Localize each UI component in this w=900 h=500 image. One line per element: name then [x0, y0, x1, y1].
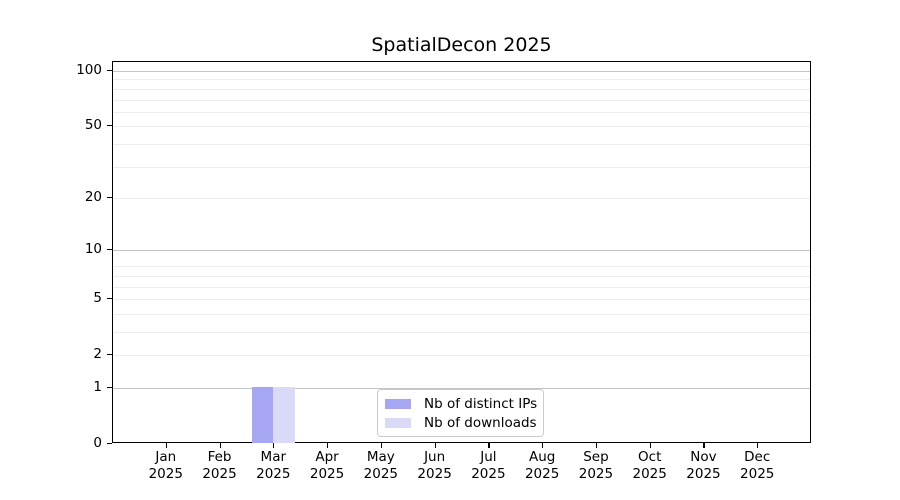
- y-tick-mark: [107, 70, 112, 72]
- y-tick-mark: [107, 443, 112, 445]
- x-tick-mark: [595, 443, 598, 448]
- plot-area: [112, 61, 811, 443]
- x-tick-year: 2025: [363, 465, 399, 482]
- x-tick-year: 2025: [524, 465, 560, 482]
- minor-gridline: [113, 111, 810, 113]
- x-tick-label: Nov 2025: [671, 449, 735, 482]
- x-tick-month: Jun: [424, 449, 446, 465]
- y-tick-mark: [107, 249, 112, 251]
- major-gridline: [113, 71, 810, 73]
- x-tick-label: Mar 2025: [241, 449, 305, 482]
- minor-gridline: [113, 275, 810, 277]
- x-tick-label: Jun 2025: [403, 449, 467, 482]
- y-tick-label: 100: [76, 62, 102, 79]
- x-tick-year: 2025: [471, 465, 506, 482]
- minor-gridline: [113, 88, 810, 90]
- x-tick-month: Aug: [528, 449, 556, 465]
- x-tick-month: Oct: [638, 449, 662, 465]
- minor-gridline: [113, 331, 810, 333]
- y-tick-label: 10: [84, 241, 102, 258]
- x-tick-label: May 2025: [349, 449, 413, 482]
- x-tick-month: Nov: [690, 449, 717, 465]
- minor-gridline: [113, 166, 810, 168]
- minor-gridline: [113, 355, 810, 357]
- x-tick-month: Mar: [260, 449, 287, 465]
- x-tick-mark: [327, 443, 329, 448]
- x-tick-mark: [757, 443, 759, 448]
- minor-gridline: [113, 313, 810, 315]
- x-tick-mark: [703, 443, 705, 448]
- major-gridline: [113, 387, 810, 389]
- minor-gridline: [113, 266, 810, 268]
- x-tick-year: 2025: [686, 465, 721, 482]
- minor-gridline: [113, 299, 810, 301]
- x-tick-year: 2025: [148, 465, 183, 482]
- x-tick-year: 2025: [417, 465, 452, 482]
- x-tick-label: Jul 2025: [456, 449, 520, 482]
- x-tick-label: Aug 2025: [510, 449, 574, 482]
- y-tick-mark: [107, 298, 112, 300]
- x-tick-year: 2025: [202, 465, 237, 482]
- x-tick-mark: [273, 443, 275, 448]
- x-tick-month: May: [366, 449, 395, 465]
- bar-downloads: [273, 386, 295, 443]
- legend: Nb of distinct IPs Nb of downloads: [377, 389, 544, 437]
- x-tick-year: 2025: [578, 465, 614, 482]
- minor-gridline: [113, 79, 810, 81]
- x-tick-mark: [219, 443, 221, 448]
- y-tick-mark: [107, 196, 112, 199]
- major-gridline: [113, 250, 810, 252]
- x-tick-year: 2025: [309, 465, 345, 482]
- y-tick-label: 20: [84, 188, 102, 205]
- legend-label: Nb of downloads: [424, 415, 537, 431]
- x-tick-mark: [434, 443, 436, 448]
- minor-gridline: [113, 99, 810, 101]
- legend-swatch-downloads: [385, 418, 411, 428]
- x-tick-month: Jan: [155, 449, 177, 465]
- y-tick-label: 0: [93, 435, 102, 451]
- bar-distinct-ips: [251, 386, 274, 443]
- x-tick-month: Dec: [744, 449, 771, 465]
- x-tick-label: Dec 2025: [725, 449, 789, 482]
- x-tick-mark: [542, 443, 544, 448]
- y-tick-mark: [107, 125, 112, 127]
- x-tick-year: 2025: [740, 465, 775, 482]
- minor-gridline: [113, 286, 810, 288]
- y-tick-label: 1: [93, 378, 102, 395]
- x-tick-label: Sep 2025: [564, 449, 628, 482]
- legend-item-downloads: Nb of downloads: [385, 415, 537, 431]
- y-tick-label: 5: [93, 290, 102, 307]
- x-tick-mark: [488, 443, 490, 448]
- legend-label: Nb of distinct IPs: [424, 396, 538, 412]
- y-tick-label: 2: [93, 346, 102, 363]
- chart-title: SpatialDecon 2025: [371, 34, 552, 56]
- legend-swatch-distinct-ips: [385, 399, 411, 409]
- x-tick-mark: [380, 443, 383, 448]
- y-tick-mark: [107, 386, 112, 389]
- y-tick-label: 50: [84, 117, 102, 134]
- x-tick-label: Feb 2025: [188, 449, 252, 482]
- x-tick-label: Apr 2025: [295, 449, 359, 482]
- minor-gridline: [113, 143, 810, 145]
- x-tick-label: Oct 2025: [618, 449, 682, 482]
- minor-gridline: [113, 126, 810, 128]
- x-tick-month: Feb: [207, 449, 232, 465]
- x-tick-mark: [165, 443, 167, 448]
- x-tick-label: Jan 2025: [134, 449, 198, 482]
- x-tick-month: Apr: [315, 449, 339, 465]
- x-tick-month: Jul: [480, 449, 497, 465]
- x-tick-year: 2025: [632, 465, 667, 482]
- legend-item-distinct-ips: Nb of distinct IPs: [385, 396, 537, 412]
- y-tick-mark: [107, 354, 112, 356]
- x-tick-mark: [649, 443, 651, 448]
- x-tick-year: 2025: [256, 465, 291, 482]
- x-tick-month: Sep: [583, 449, 609, 465]
- minor-gridline: [113, 197, 810, 199]
